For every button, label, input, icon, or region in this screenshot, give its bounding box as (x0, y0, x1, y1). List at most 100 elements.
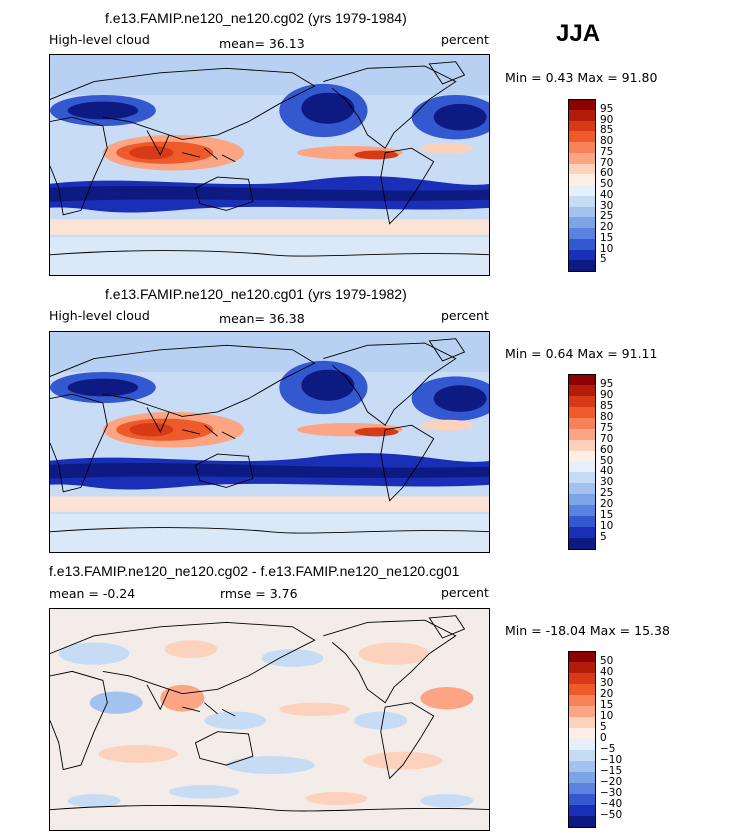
field-patch (420, 794, 474, 808)
colorbar-tick-label: 25 (600, 210, 614, 223)
panel1-units: percent (441, 32, 489, 47)
colorbar-cell (568, 516, 596, 528)
colorbar-cell (568, 195, 596, 207)
colorbar-tick-label: 90 (600, 388, 614, 401)
colorbar-tick-label: 10 (600, 710, 614, 722)
panel3-colorbar: 50 40 30 20 15 10 5 0 −5 −10 −15 −20 −30 −40 −50 (568, 651, 622, 828)
colorbar-tick-label: −50 (600, 809, 623, 821)
colorbar-cell (568, 472, 596, 484)
coastline (182, 424, 236, 440)
field-patch (67, 794, 121, 808)
colorbar-cell (568, 772, 596, 784)
coastline (50, 67, 316, 140)
coastline (50, 527, 489, 534)
panel2-map (49, 331, 490, 553)
colorbar-cell (568, 805, 596, 817)
colorbar-tick-label: −10 (600, 754, 623, 766)
colorbar-tick-label: 80 (600, 135, 614, 147)
coastline (182, 147, 236, 163)
panel2-minmax: Min = 0.64 Max = 91.11 (505, 346, 658, 361)
coastline (380, 147, 435, 225)
colorbar-tick-label: 50 (600, 178, 614, 190)
colorbar-tick-label: 10 (600, 242, 614, 255)
coastline (50, 344, 316, 417)
coastline (428, 615, 466, 639)
colorbar-cell (568, 494, 596, 506)
field-patch (129, 423, 174, 437)
colorbar-cell (568, 174, 596, 186)
field-patch (89, 691, 143, 714)
field-band (50, 237, 489, 275)
coastline (428, 61, 466, 85)
coastline (50, 805, 489, 812)
panel1-map-svg (50, 55, 489, 275)
field-band (50, 55, 489, 95)
colorbar-tick-label: 40 (600, 666, 614, 678)
field-patch (301, 92, 355, 124)
coastline (380, 702, 435, 780)
colorbar-tick-label: 80 (600, 410, 614, 423)
colorbar-cell (568, 461, 596, 473)
field-patch (363, 751, 443, 770)
colorbar-cell (568, 428, 596, 441)
coastline (146, 130, 170, 156)
panel2-title: f.e13.FAMIP.ne120_ne120.cg01 (yrs 1979-1… (105, 286, 407, 302)
colorbar-cell (568, 163, 596, 175)
colorbar-tick-label: 5 (600, 531, 607, 544)
colorbar-tick-label: 70 (600, 432, 614, 445)
colorbar-tick-label: 25 (600, 487, 614, 500)
colorbar-tick-label: 0 (600, 732, 607, 744)
field-patch (160, 684, 205, 712)
colorbar-cell (568, 662, 596, 674)
field-patch (261, 649, 324, 667)
colorbar-tick-label: 40 (600, 465, 614, 478)
colorbar-tick-label: 10 (600, 520, 614, 533)
colorbar-tick-label: 60 (600, 167, 614, 180)
colorbar-cell (568, 109, 596, 121)
coastline (146, 407, 170, 433)
field-patch (358, 642, 430, 665)
coastline (194, 731, 254, 766)
field-patch (226, 756, 315, 775)
colorbar-cell (568, 794, 596, 806)
coastline (50, 670, 108, 771)
colorbar-cell (568, 684, 596, 696)
colorbar-cell (568, 505, 596, 517)
colorbar-cell (568, 142, 596, 154)
colorbar-cell (568, 152, 596, 164)
colorbar-cell (568, 395, 596, 408)
colorbar-tick-label: 15 (600, 699, 614, 711)
colorbar-cell (568, 483, 596, 495)
field-patch (433, 385, 487, 412)
field-patch (305, 791, 368, 806)
colorbar-cell (568, 450, 596, 462)
colorbar-cell (568, 417, 596, 430)
coastline (380, 424, 435, 502)
field-patch (67, 378, 139, 397)
field-patch (420, 419, 474, 431)
colorbar-tick-label: 20 (600, 498, 614, 511)
field-patch (301, 369, 355, 401)
coastline (50, 250, 489, 257)
colorbar-cell (568, 761, 596, 773)
colorbar-tick-label: 50 (600, 655, 614, 667)
panel1-colorbar: 95 90 85 80 75 70 60 50 40 30 25 20 15 10 5 (568, 99, 613, 272)
season-label: JJA (556, 20, 601, 47)
colorbar-tick-label: 95 (600, 102, 614, 115)
colorbar-cell (568, 384, 596, 397)
field-patch (58, 642, 130, 665)
colorbar-cell (568, 717, 596, 729)
colorbar-tick-label: −20 (600, 776, 623, 788)
panel1-mean: mean= 36.13 (219, 36, 305, 51)
colorbar-cell (568, 783, 596, 795)
field-patch (169, 785, 240, 799)
colorbar-tick-label: −30 (600, 787, 623, 799)
panel1-map (49, 54, 490, 276)
panel3-map (49, 608, 490, 831)
field-patch (354, 711, 408, 730)
field-band (50, 463, 489, 479)
colorbar-cell (568, 538, 596, 550)
coastline (146, 684, 170, 711)
colorbar-cell (568, 99, 596, 111)
colorbar-cell (568, 228, 596, 240)
